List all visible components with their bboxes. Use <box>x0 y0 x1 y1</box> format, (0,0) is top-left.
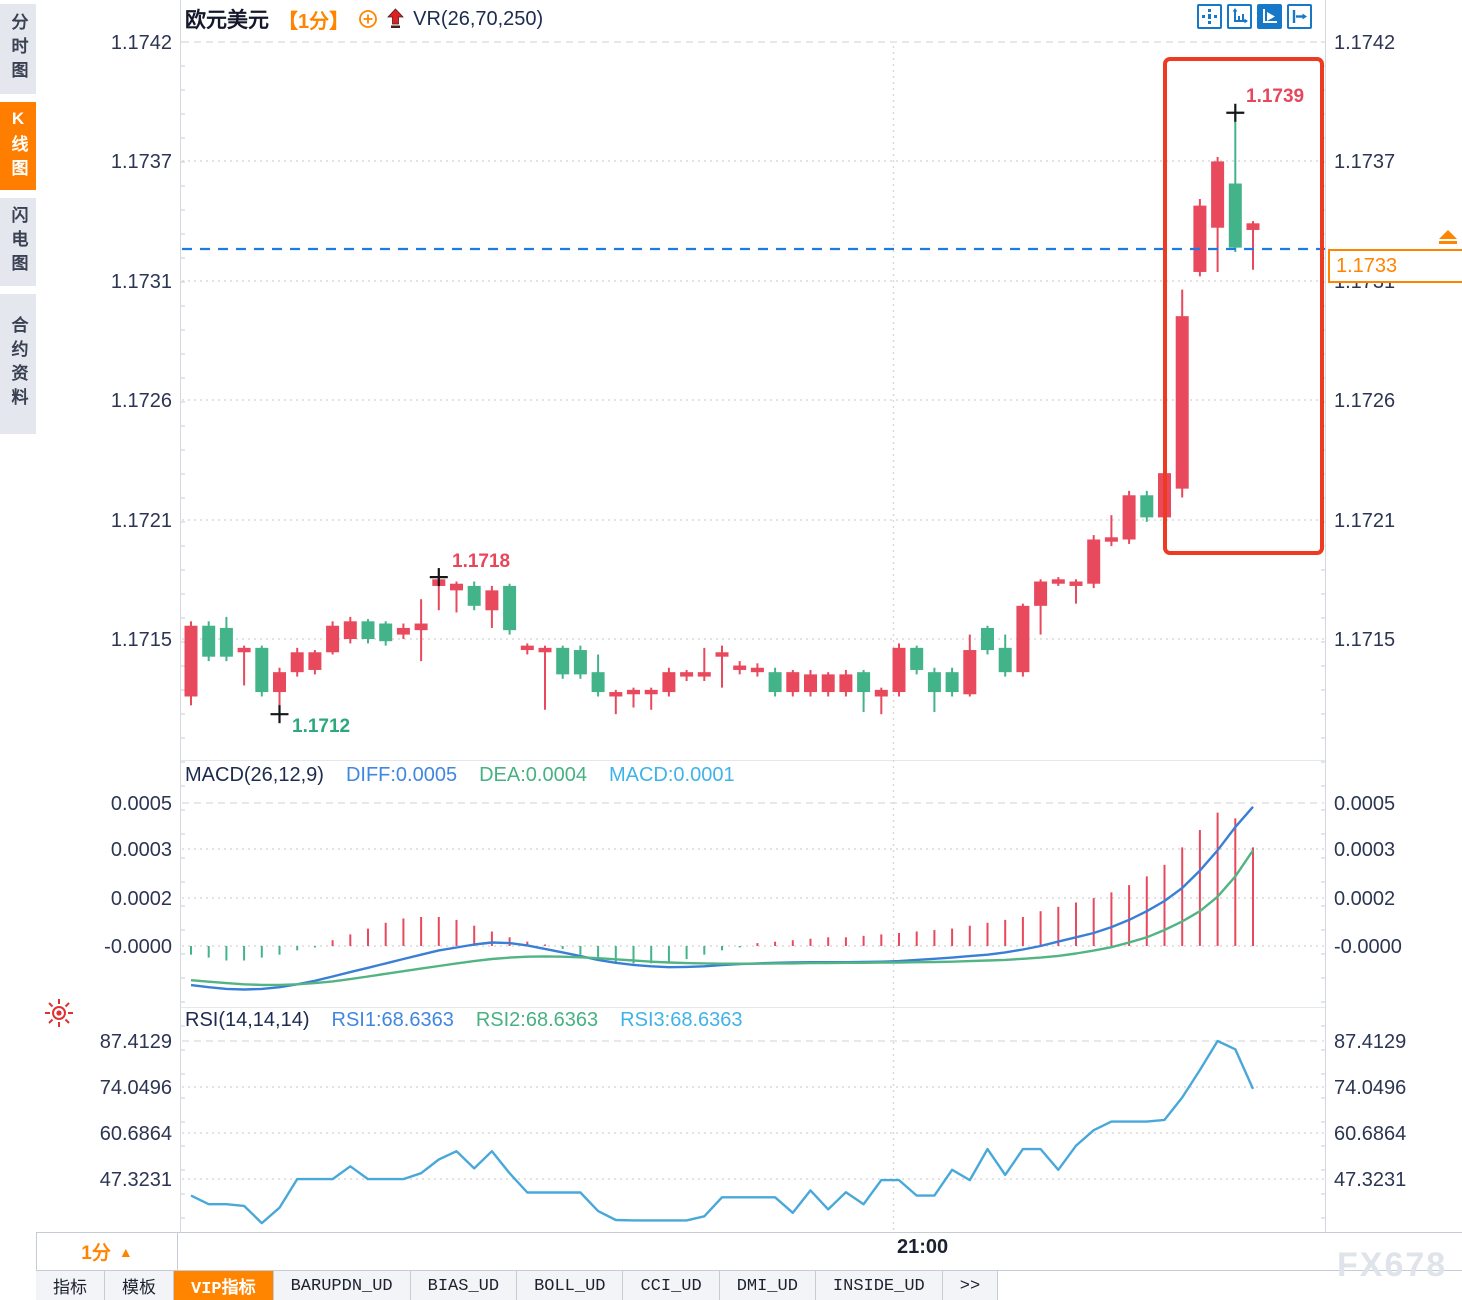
rsi-axis-label-right-2: 60.6864 <box>1334 1123 1406 1145</box>
price-axis-label-right-5: 1.1715 <box>1334 629 1395 651</box>
rsi-axis-label-right-0: 87.4129 <box>1334 1031 1406 1053</box>
axis-range-icon[interactable] <box>1227 4 1252 29</box>
chart-toolbar <box>1197 4 1312 29</box>
rsi3-value: RSI3:68.6363 <box>620 1009 743 1031</box>
tab-INSIDE_UD[interactable]: INSIDE_UD <box>815 1271 943 1300</box>
macd-dea-value: DEA:0.0004 <box>479 764 587 786</box>
auto-scroll-play-icon[interactable] <box>1257 4 1282 29</box>
tab-DMI_UD[interactable]: DMI_UD <box>719 1271 816 1300</box>
tab-BIAS_UD[interactable]: BIAS_UD <box>410 1271 518 1300</box>
sidebar-item-2[interactable]: 闪电图 <box>0 198 36 286</box>
rsi-axis-label-left-1: 74.0496 <box>100 1077 172 1099</box>
period-selector-label: 1分 <box>81 1243 111 1264</box>
macd-axis-label-right-3: -0.0000 <box>1334 936 1402 958</box>
macd-axis-label-right-0: 0.0005 <box>1334 793 1395 815</box>
macd-axis-label-left-0: 0.0005 <box>111 793 172 815</box>
jump-to-latest-icon[interactable] <box>1287 4 1312 29</box>
rsi2-value: RSI2:68.6363 <box>475 1009 599 1031</box>
tab-BOLL_UD[interactable]: BOLL_UD <box>517 1271 624 1300</box>
price-axis-label-left-3: 1.1726 <box>111 390 172 412</box>
price-axis-label-left-5: 1.1715 <box>111 629 172 651</box>
rsi-axis-label-left-0: 87.4129 <box>100 1031 172 1053</box>
price-axis-label-left-4: 1.1721 <box>111 510 172 532</box>
sidebar-item-1[interactable]: K线图 <box>0 102 36 190</box>
rsi-axis-label-right-1: 74.0496 <box>1334 1077 1406 1099</box>
rsi-axis-label-left-3: 47.3231 <box>100 1169 172 1191</box>
hot-indicator-sun-icon[interactable] <box>43 997 75 1034</box>
sidebar-item-0[interactable]: 分时图 <box>0 4 36 94</box>
macd-axis-label-left-3: -0.0000 <box>104 936 172 958</box>
sidebar-item-3[interactable]: 合约资料 <box>0 294 36 434</box>
current-price-tag[interactable]: 1.1733 <box>1328 249 1462 283</box>
price-tag-up-arrow-icon <box>1437 230 1459 253</box>
rsi-name-label: RSI(14,14,14) <box>185 1009 310 1031</box>
tabbar-filler <box>998 1271 1462 1300</box>
rsi-pane-header: RSI(14,14,14) RSI1:68.6363 RSI2:68.6363 … <box>185 1009 743 1032</box>
up-arrow-icon <box>387 8 405 30</box>
annotation-high-1p1718: 1.1718 <box>452 551 511 572</box>
chart-title-row: 欧元美元 【1分】 VR(26,70,250) <box>185 5 543 33</box>
macd-axis-label-left-1: 0.0003 <box>111 839 172 861</box>
bottom-left-corner-cell <box>0 1232 37 1300</box>
tab-BARUPDN_UD[interactable]: BARUPDN_UD <box>273 1271 411 1300</box>
rsi1-value: RSI1:68.6363 <box>331 1009 454 1031</box>
rsi-axis-label-left-2: 60.6864 <box>100 1123 172 1145</box>
tab-模板[interactable]: 模板 <box>105 1271 174 1300</box>
period-selector[interactable]: 1分 ▲ <box>36 1232 178 1271</box>
price-axis-label-left-2: 1.1731 <box>111 271 172 293</box>
vr-indicator-label: VR(26,70,250) <box>413 7 544 30</box>
sidebar-chart-modes: 分时图 K线图闪电图合约资料 <box>0 0 36 1232</box>
price-axis-label-right-0: 1.1742 <box>1334 32 1395 54</box>
macd-axis-label-right-2: 0.0002 <box>1334 888 1395 910</box>
macd-name-label: MACD(26,12,9) <box>185 764 324 786</box>
highlight-box <box>1163 57 1324 555</box>
tab-VIP指标[interactable]: VIP指标 <box>174 1271 274 1300</box>
annotation-high-1p1739: 1.1739 <box>1246 86 1305 107</box>
watermark-logo: FX678 <box>1337 1246 1448 1284</box>
time-tick-label: 21:00 <box>897 1236 949 1258</box>
period-label[interactable]: 【1分】 <box>278 10 350 33</box>
macd-macd-value: MACD:0.0001 <box>608 764 735 786</box>
macd-axis-label-right-1: 0.0003 <box>1334 839 1395 861</box>
tab-指标[interactable]: 指标 <box>36 1271 105 1300</box>
price-axis-label-left-1: 1.1737 <box>111 151 172 173</box>
candlestick-chart-canvas[interactable]: 1.17421.17421.17371.17371.17311.17311.17… <box>0 0 1462 1232</box>
annotation-low-1p1712: 1.1712 <box>292 716 351 737</box>
rsi-axis-label-right-3: 47.3231 <box>1334 1169 1406 1191</box>
triangle-up-icon: ▲ <box>118 1243 133 1260</box>
tab->>[interactable]: >> <box>942 1271 999 1300</box>
crosshair-move-icon[interactable] <box>1197 4 1222 29</box>
macd-pane-header: MACD(26,12,9) DIFF:0.0005 DEA:0.0004 MAC… <box>185 764 735 787</box>
macd-axis-label-left-2: 0.0002 <box>111 888 172 910</box>
time-axis-bar <box>0 1232 1462 1271</box>
price-axis-label-left-0: 1.1742 <box>111 32 172 54</box>
macd-diff-value: DIFF:0.0005 <box>345 764 458 786</box>
tab-CCI_UD[interactable]: CCI_UD <box>623 1271 720 1300</box>
price-axis-label-right-1: 1.1737 <box>1334 151 1395 173</box>
price-axis-label-right-4: 1.1721 <box>1334 510 1395 532</box>
indicator-tabbar: 指标 模板 VIP指标 BARUPDN_UD BIAS_UD BOLL_UD CCI_UD D… <box>36 1270 1462 1300</box>
price-axis-label-right-3: 1.1726 <box>1334 390 1395 412</box>
symbol-name: 欧元美元 <box>185 9 269 32</box>
circle-plus-icon[interactable] <box>358 9 378 29</box>
